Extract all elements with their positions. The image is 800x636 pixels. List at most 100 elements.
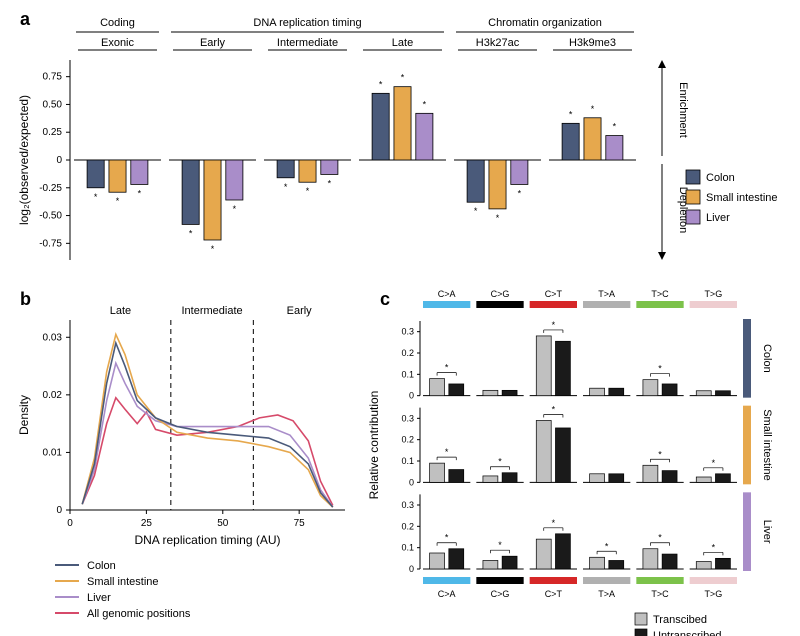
panel-c-col: C>A — [438, 589, 456, 599]
panel-c-colbar — [423, 301, 470, 308]
panel-c-col: C>G — [491, 589, 510, 599]
panel-a-legend-label: Small intestine — [706, 192, 778, 204]
panel-a-sig: * — [518, 188, 522, 198]
panel-c-bar — [430, 463, 445, 482]
panel-b-legend-label: Colon — [87, 560, 116, 572]
panel-c-bar — [430, 379, 445, 396]
panel-c-col: C>G — [491, 289, 510, 299]
panel-c-bar — [555, 341, 570, 395]
panel-c-col: T>G — [704, 589, 722, 599]
panel-c-bar — [590, 474, 605, 483]
panel-a-sig: * — [284, 182, 288, 192]
panel-a-bar — [606, 136, 623, 160]
panel-c-ytick: 0.1 — [401, 456, 414, 466]
panel-c-legend-swatch — [635, 613, 647, 625]
panel-c-row: Colon — [761, 344, 773, 373]
panel-a-enrich: Enrichment — [677, 82, 689, 138]
panel-c-bar — [502, 473, 517, 483]
panel-a-sig: * — [496, 213, 500, 223]
panel-c-colbar — [690, 301, 737, 308]
panel-c-row: Liver — [761, 520, 773, 544]
panel-c-ytick: 0.1 — [401, 369, 414, 379]
panel-a-bar — [416, 113, 433, 160]
panel-a-bar — [204, 160, 221, 240]
panel-c-colbar — [690, 577, 737, 584]
panel-b-legend-label: Liver — [87, 592, 111, 604]
panel-c-colbar — [476, 577, 523, 584]
panel-c-ytick: 0.2 — [401, 348, 414, 358]
panel-c-bar — [555, 534, 570, 569]
panel-a-legend-swatch — [686, 210, 700, 224]
panel-c-sig: * — [445, 533, 449, 543]
panel-c-bar — [696, 477, 711, 482]
panel-b-ytick: 0 — [56, 505, 62, 516]
panel-c-colbar — [530, 301, 577, 308]
panel-c-col: T>A — [598, 289, 615, 299]
panel-c-bar — [449, 470, 464, 483]
panel-c-sig: * — [498, 457, 502, 467]
panel-c-bar — [643, 549, 658, 569]
panel-c-ytick: 0 — [409, 564, 414, 574]
panel-c-sig: * — [445, 447, 449, 457]
panel-c-sig: * — [552, 404, 556, 414]
panel-a-ytick: 0 — [56, 155, 62, 166]
panel-b-label: b — [20, 289, 31, 309]
panel-c-bar — [715, 558, 730, 569]
panel-c-col: T>G — [704, 289, 722, 299]
panel-c-bar — [536, 336, 551, 396]
panel-c-bar — [483, 560, 498, 569]
panel-c-bar — [536, 539, 551, 569]
panel-c-sig: * — [658, 364, 662, 374]
panel-c-col: C>T — [545, 589, 563, 599]
panel-a-group: Chromatin organization — [488, 17, 602, 29]
panel-c-bar — [696, 391, 711, 396]
panel-a-bar — [182, 160, 199, 224]
panel-b-ytick: 0.03 — [43, 332, 63, 343]
panel-c-rowbar — [743, 319, 751, 398]
panel-c-bar — [483, 390, 498, 395]
panel-a-facet: Exonic — [101, 37, 135, 49]
panel-b-legend-label: Small intestine — [87, 576, 159, 588]
panel-c-sig: * — [445, 363, 449, 373]
panel-a-legend-swatch — [686, 170, 700, 184]
panel-a-ytick: 0.75 — [43, 72, 63, 83]
panel-c-bar — [590, 557, 605, 569]
panel-c-bar — [715, 474, 730, 483]
panel-c-col: T>C — [651, 589, 669, 599]
panel-a-sig: * — [423, 99, 427, 109]
panel-a-bar — [277, 160, 294, 178]
panel-c-ytick: 0.2 — [401, 521, 414, 531]
panel-c-ytick: 0.3 — [401, 327, 414, 337]
panel-a-sig: * — [328, 178, 332, 188]
panel-a-bar — [511, 160, 528, 184]
panel-c-bar — [609, 388, 624, 395]
panel-a-bar — [489, 160, 506, 209]
panel-c-bar — [696, 562, 711, 569]
panel-c-bar — [502, 390, 517, 395]
panel-a-sig: * — [233, 204, 237, 214]
panel-a-bar — [226, 160, 243, 200]
panel-c-bar — [449, 549, 464, 569]
panel-c-col: T>C — [651, 289, 669, 299]
panel-a-ylabel: log₂(observed/expected) — [17, 95, 31, 225]
panel-a-bar — [131, 160, 148, 184]
panel-b-region: Intermediate — [182, 305, 243, 317]
panel-a-sig: * — [189, 228, 193, 238]
panel-a-bar — [394, 87, 411, 160]
panel-c-bar — [643, 465, 658, 482]
panel-a-group: DNA replication timing — [253, 17, 361, 29]
panel-c-bar — [555, 428, 570, 482]
panel-a-ytick: -0.75 — [39, 238, 62, 249]
panel-c-sig: * — [498, 540, 502, 550]
panel-b-xlabel: DNA replication timing (AU) — [134, 533, 280, 547]
panel-a-bar — [299, 160, 316, 182]
panel-c-row: Small intestine — [761, 409, 773, 481]
panel-b-legend-label: All genomic positions — [87, 608, 191, 620]
panel-c-rowbar — [743, 406, 751, 485]
panel-c-ytick: 0.3 — [401, 413, 414, 423]
panel-a-sig: * — [569, 109, 573, 119]
panel-a-legend-label: Colon — [706, 172, 735, 184]
panel-b-ytick: 0.02 — [43, 390, 63, 401]
panel-c-sig: * — [605, 541, 609, 551]
panel-a-bar — [321, 160, 338, 174]
